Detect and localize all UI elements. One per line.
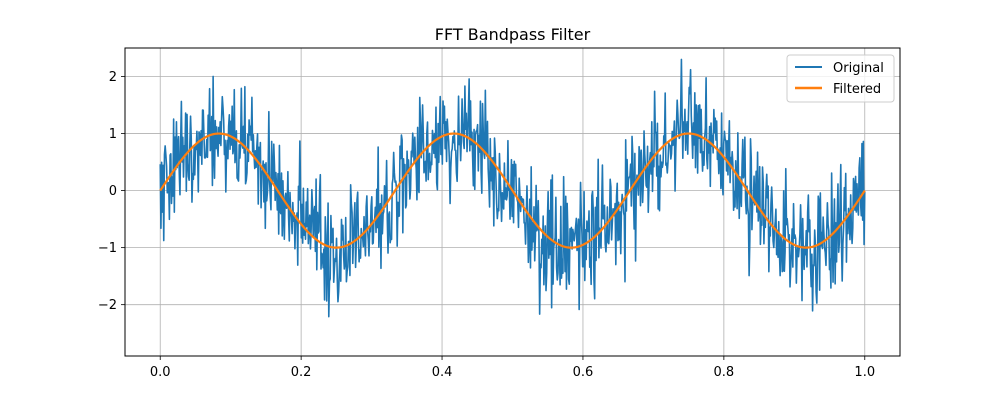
y-tick-label: −2 [98, 298, 117, 313]
y-tick-label: 0 [109, 184, 117, 199]
x-tick-label: 1.0 [854, 365, 875, 380]
x-tick-label: 0.6 [573, 365, 594, 380]
x-tick-label: 0.2 [291, 365, 312, 380]
legend-label-original: Original [833, 61, 884, 76]
legend: Original Filtered [786, 54, 895, 103]
y-tick-label: −1 [98, 241, 117, 256]
series-line-original [159, 58, 866, 318]
axis-ticks: 0.0 0.2 0.4 0.6 0.8 1.0 −2 −1 0 1 2 [98, 70, 875, 380]
x-tick-label: 0.8 [714, 365, 735, 380]
chart-title: FFT Bandpass Filter [435, 25, 591, 44]
legend-label-filtered: Filtered [833, 82, 881, 97]
series-lines [159, 58, 866, 318]
y-tick-label: 2 [109, 70, 117, 85]
x-tick-label: 0.0 [150, 365, 171, 380]
series-line-filtered [159, 132, 866, 249]
plot-frame [124, 47, 901, 357]
y-tick-label: 1 [109, 127, 117, 142]
x-tick-label: 0.4 [432, 365, 453, 380]
